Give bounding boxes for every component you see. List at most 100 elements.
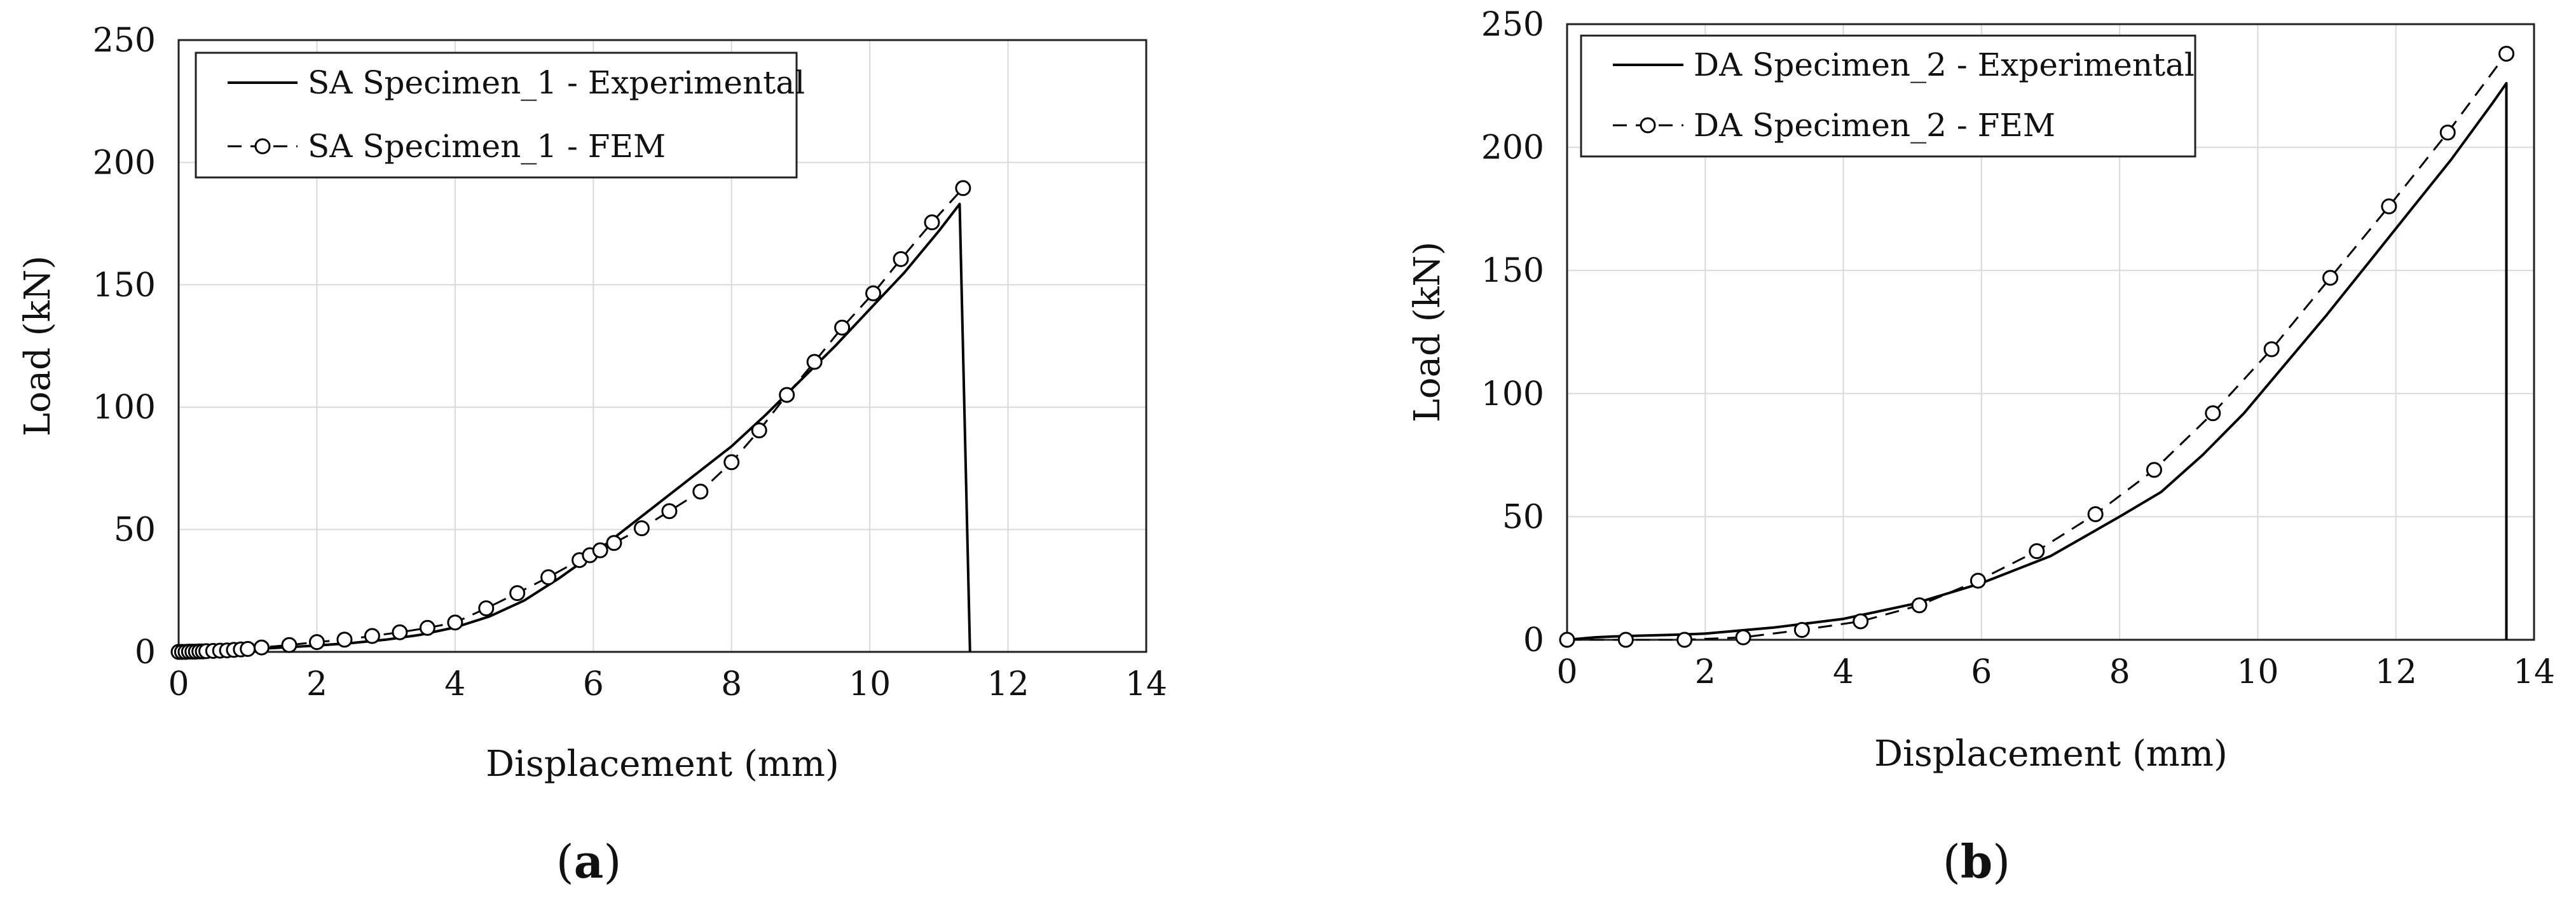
data-point-a-1-36 bbox=[806, 354, 823, 370]
legend-marker-fem-a bbox=[254, 138, 271, 155]
legend-box-a bbox=[195, 52, 798, 179]
legend-label-experimental-a: SA Specimen_1 - Experimental bbox=[308, 64, 805, 101]
panel-letter-a: a bbox=[574, 834, 604, 888]
data-point-a-1-15 bbox=[253, 639, 270, 656]
plot-frame-b bbox=[1566, 23, 2535, 641]
data-point-b-1-10 bbox=[2146, 462, 2162, 478]
data-point-a-1-22 bbox=[447, 614, 463, 631]
legend-label-fem-b: DA Specimen_2 - FEM bbox=[1694, 107, 2055, 144]
y-tick-label-b-5: 250 bbox=[1481, 6, 1544, 44]
y-tick-label-a-5: 250 bbox=[93, 22, 156, 60]
y-tick-label-a-2: 100 bbox=[93, 389, 156, 427]
data-point-b-1-5 bbox=[1853, 613, 1869, 630]
panel-letter-b: b bbox=[1961, 834, 1992, 888]
series-layer-a bbox=[170, 180, 971, 660]
y-axis-label-a: Load (kN) bbox=[17, 256, 58, 437]
data-point-a-1-29 bbox=[606, 535, 622, 551]
data-point-a-1-18 bbox=[336, 632, 353, 648]
data-point-b-1-11 bbox=[2205, 405, 2221, 422]
y-tick-label-b-1: 50 bbox=[1502, 498, 1544, 536]
data-point-b-1-3 bbox=[1735, 629, 1751, 646]
data-point-a-1-41 bbox=[955, 180, 971, 197]
y-tick-label-a-4: 200 bbox=[93, 144, 156, 182]
x-tick-label-a-1: 2 bbox=[306, 665, 327, 703]
x-tick-label-a-5: 10 bbox=[849, 665, 891, 703]
x-tick-label-b-3: 6 bbox=[1971, 653, 1992, 691]
data-point-a-1-30 bbox=[633, 520, 650, 537]
x-tick-label-b-5: 10 bbox=[2237, 653, 2278, 691]
plot-frame-a bbox=[177, 39, 1148, 653]
series-layer-b bbox=[1559, 45, 2515, 648]
data-point-a-1-24 bbox=[509, 585, 526, 602]
y-tick-label-a-0: 0 bbox=[135, 633, 156, 672]
y-tick-label-b-2: 100 bbox=[1481, 375, 1544, 413]
y-tick-labels-a: 0 50 100 150 200 250 bbox=[93, 22, 156, 672]
data-point-a-1-16 bbox=[281, 637, 298, 653]
x-axis-label-a: Displacement (mm) bbox=[486, 743, 839, 785]
data-point-a-1-34 bbox=[751, 422, 767, 439]
x-tick-label-b-6: 12 bbox=[2375, 653, 2417, 691]
legend-box-b bbox=[1580, 34, 2196, 158]
x-tick-label-b-0: 0 bbox=[1556, 653, 1577, 691]
x-tick-labels-a: 0 2 4 6 8 10 12 14 bbox=[168, 665, 1167, 703]
data-point-b-1-2 bbox=[1676, 632, 1693, 648]
data-point-b-1-9 bbox=[2087, 506, 2104, 523]
data-point-a-1-32 bbox=[692, 483, 709, 500]
x-tick-label-b-1: 2 bbox=[1695, 653, 1716, 691]
y-axis-label-b: Load (kN) bbox=[1407, 242, 1448, 423]
legend-b: DA Specimen_2 - Experimental DA Specimen… bbox=[1580, 34, 2196, 158]
data-point-b-1-15 bbox=[2439, 124, 2456, 141]
data-point-a-1-19 bbox=[364, 628, 380, 644]
data-point-b-1-0 bbox=[1559, 632, 1575, 648]
x-tick-label-b-4: 8 bbox=[2109, 653, 2130, 691]
data-point-b-1-16 bbox=[2498, 45, 2515, 62]
data-point-a-1-20 bbox=[392, 624, 408, 640]
x-axis-label-b: Displacement (mm) bbox=[1874, 733, 2228, 775]
data-point-b-1-6 bbox=[1911, 597, 1928, 614]
y-tick-label-a-1: 50 bbox=[114, 511, 156, 549]
data-point-b-1-7 bbox=[1970, 572, 1986, 589]
data-point-a-1-40 bbox=[924, 214, 940, 231]
data-point-a-1-37 bbox=[834, 319, 851, 336]
chart-panel-b: 0 2 4 6 8 10 12 14 0 50 100 150 200 250 Displacement… bbox=[1407, 6, 2555, 888]
data-point-b-1-8 bbox=[2029, 543, 2045, 560]
legend-label-experimental-b: DA Specimen_2 - Experimental bbox=[1694, 46, 2195, 83]
y-tick-label-b-3: 150 bbox=[1481, 252, 1544, 290]
y-tick-label-b-4: 200 bbox=[1481, 129, 1544, 167]
data-point-a-1-21 bbox=[419, 619, 435, 636]
data-point-a-1-31 bbox=[661, 503, 678, 520]
y-tick-label-b-0: 0 bbox=[1523, 621, 1544, 660]
x-tick-label-b-7: 14 bbox=[2513, 653, 2555, 691]
x-tick-label-a-4: 8 bbox=[721, 665, 742, 703]
legend-label-fem-a: SA Specimen_1 - FEM bbox=[308, 128, 666, 165]
y-tick-label-a-3: 150 bbox=[93, 266, 156, 305]
data-point-b-1-12 bbox=[2263, 341, 2280, 357]
x-tick-labels-b: 0 2 4 6 8 10 12 14 bbox=[1556, 653, 2555, 691]
panel-label-a: (a) bbox=[556, 834, 622, 888]
data-point-a-1-35 bbox=[779, 387, 795, 403]
data-point-a-1-33 bbox=[723, 454, 740, 471]
x-tick-label-a-0: 0 bbox=[168, 665, 189, 703]
x-tick-label-a-6: 12 bbox=[987, 665, 1029, 703]
data-point-b-1-13 bbox=[2322, 270, 2339, 286]
y-tick-labels-b: 0 50 100 150 200 250 bbox=[1481, 6, 1544, 660]
legend-marker-fem-b bbox=[1640, 117, 1656, 134]
x-tick-label-a-3: 6 bbox=[583, 665, 604, 703]
x-tick-label-a-2: 4 bbox=[444, 665, 465, 703]
data-point-b-1-1 bbox=[1617, 632, 1634, 648]
data-point-a-1-14 bbox=[240, 640, 256, 657]
panel-label-b: (b) bbox=[1943, 834, 2011, 888]
x-tick-label-a-7: 14 bbox=[1125, 665, 1167, 703]
data-point-a-1-17 bbox=[308, 634, 325, 651]
data-point-a-1-39 bbox=[893, 251, 909, 267]
data-point-a-1-25 bbox=[540, 569, 557, 586]
data-point-a-1-23 bbox=[478, 600, 495, 617]
data-point-a-1-28 bbox=[592, 542, 608, 558]
data-point-b-1-14 bbox=[2381, 198, 2397, 215]
legend-a: SA Specimen_1 - Experimental SA Specimen… bbox=[195, 52, 805, 179]
data-point-b-1-4 bbox=[1793, 622, 1810, 639]
data-point-a-1-38 bbox=[865, 285, 882, 301]
chart-panel-a: 0 2 4 6 8 10 12 14 0 50 100 150 200 250 Displacement… bbox=[17, 22, 1167, 888]
x-tick-label-b-2: 4 bbox=[1833, 653, 1854, 691]
